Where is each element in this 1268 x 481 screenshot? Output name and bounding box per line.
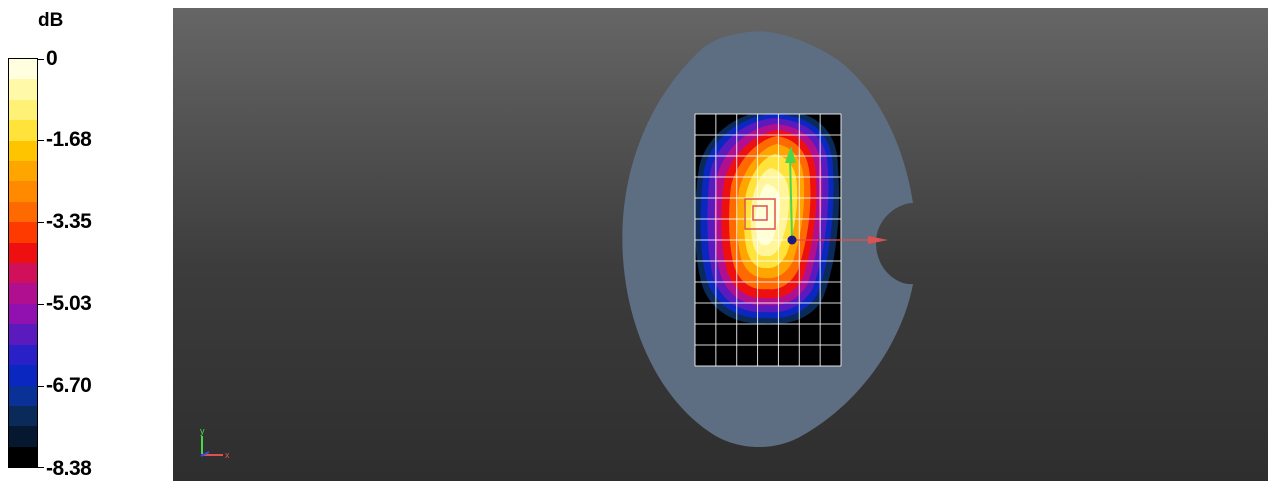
viewport-scene[interactable]: y x xyxy=(173,8,1268,481)
colorbar-swatch xyxy=(9,181,37,202)
triad-x-label: x xyxy=(225,450,230,460)
source-marker-outer xyxy=(744,198,776,230)
origin-dot xyxy=(787,235,797,245)
colorbar-swatch xyxy=(9,222,37,243)
colorbar-swatch xyxy=(9,161,37,182)
colorbar-swatch xyxy=(9,242,37,264)
colorbar-swatch xyxy=(9,344,37,366)
y-direction-arrow xyxy=(789,155,793,240)
tick-mark xyxy=(38,467,44,468)
triad-y-label: y xyxy=(200,426,205,436)
source-marker-inner xyxy=(752,205,768,221)
tick-mark xyxy=(38,386,44,387)
colorbar-swatch xyxy=(9,324,37,345)
tick-mark xyxy=(38,222,44,223)
colorbar-swatch xyxy=(9,303,37,325)
colorbar-swatch xyxy=(9,365,37,386)
colorbar-swatch xyxy=(9,59,37,80)
colorbar-swatch xyxy=(9,79,37,100)
colorbar-swatch xyxy=(9,99,37,121)
legend-unit-label: dB xyxy=(38,10,64,31)
tick-label-0: 0 xyxy=(46,47,58,70)
tick-label-4: -6.70 xyxy=(46,374,92,397)
tick-label-2: -3.35 xyxy=(46,210,92,233)
colorbar-swatch xyxy=(9,385,37,406)
x-arrow-head xyxy=(868,236,888,244)
colorbar-swatch xyxy=(9,201,37,223)
colorbar-swatch xyxy=(9,263,37,284)
colorbar-swatch xyxy=(9,426,37,447)
axis-triad: y x xyxy=(200,426,230,460)
tick-mark xyxy=(38,140,44,141)
y-arrow-head xyxy=(785,146,796,163)
colorbar-swatch xyxy=(9,283,37,304)
colorbar xyxy=(8,58,38,468)
tick-label-3: -5.03 xyxy=(46,292,92,315)
colorbar-swatch xyxy=(9,405,37,427)
heatmap xyxy=(695,114,841,366)
tick-mark xyxy=(38,304,44,305)
colorbar-swatch xyxy=(9,120,37,141)
tick-label-5: -8.38 xyxy=(46,457,92,480)
tick-label-1: -1.68 xyxy=(46,128,92,151)
colorbar-swatch xyxy=(9,446,37,468)
colorbar-swatch xyxy=(9,140,37,162)
tick-mark xyxy=(38,59,44,60)
colorbar-legend: dB 0 -1.68 -3.35 -5.03 -6.70 -8.38 xyxy=(0,0,170,481)
3d-viewport[interactable]: y x xyxy=(173,8,1268,481)
